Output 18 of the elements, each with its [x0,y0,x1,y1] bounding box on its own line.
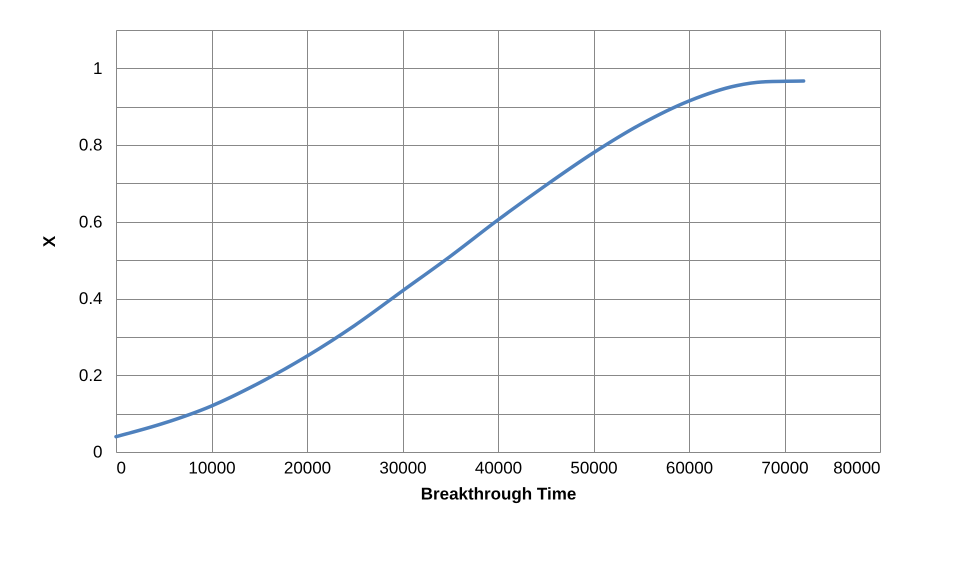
x-tick-label: 40000 [474,458,522,478]
x-tick-label: 50000 [570,458,618,478]
y-tick-label: 0.2 [78,366,102,385]
y-tick-label: 0 [93,442,102,462]
x-tick-label: 30000 [379,458,427,478]
y-tick-label: 1 [93,58,102,78]
y-tick-label: 0.4 [78,289,102,308]
x-axis-title: Breakthrough Time [420,484,576,504]
x-tick-label: 0 [116,458,126,478]
x-tick-label: 70000 [761,458,809,478]
x-tick-label: 60000 [666,458,714,478]
x-tick-label: 10000 [188,458,236,478]
x-tick-label: 20000 [284,458,332,478]
y-axis-title: X [40,235,59,248]
y-tick-label: 0.6 [78,212,102,232]
line-series [114,79,806,438]
x-tick-label: 80000 [833,458,880,478]
y-tick-label: 0.8 [78,136,102,155]
